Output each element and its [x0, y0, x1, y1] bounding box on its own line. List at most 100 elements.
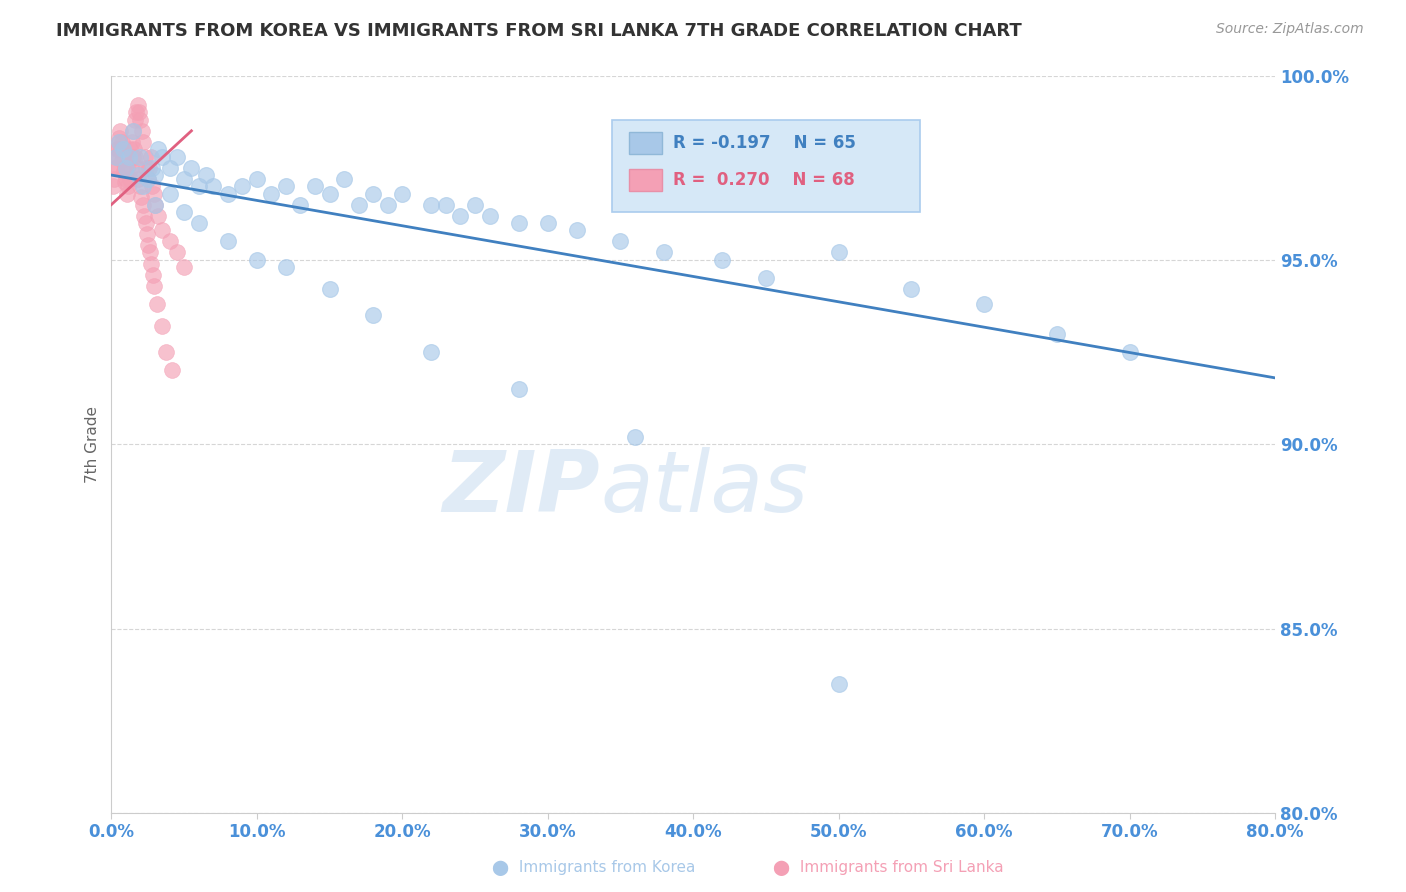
Point	[173, 171, 195, 186]
Point	[103, 171, 125, 186]
Point	[111, 153, 134, 168]
Point	[103, 161, 125, 175]
Point	[139, 150, 162, 164]
Bar	[630, 169, 662, 191]
Point	[121, 135, 143, 149]
Point	[104, 150, 127, 164]
Point	[420, 197, 443, 211]
Point	[290, 197, 312, 211]
Point	[120, 161, 142, 175]
Point	[391, 186, 413, 201]
Point	[128, 105, 150, 120]
Point	[107, 135, 129, 149]
Point	[110, 142, 132, 156]
Point	[361, 308, 384, 322]
Point	[450, 209, 472, 223]
Point	[827, 677, 849, 691]
Point	[166, 245, 188, 260]
Point	[318, 282, 340, 296]
Point	[478, 209, 501, 223]
Point	[274, 260, 297, 275]
Point	[132, 179, 155, 194]
Point	[180, 161, 202, 175]
Point	[105, 150, 128, 164]
Point	[121, 150, 143, 164]
Point	[434, 197, 457, 211]
Point	[114, 161, 136, 175]
Point	[682, 179, 704, 194]
Point	[333, 171, 356, 186]
Point	[141, 256, 163, 270]
Point	[173, 260, 195, 275]
Point	[129, 190, 152, 204]
Point	[187, 216, 209, 230]
Point	[141, 161, 163, 175]
Point	[138, 238, 160, 252]
Text: ZIP: ZIP	[443, 447, 600, 530]
Point	[122, 124, 145, 138]
Point	[900, 282, 922, 296]
Point	[142, 268, 165, 282]
Point	[135, 161, 157, 175]
Point	[115, 171, 138, 186]
Point	[104, 161, 127, 175]
Point	[377, 197, 399, 211]
Point	[120, 142, 142, 156]
Point	[304, 179, 326, 194]
Point	[141, 179, 163, 194]
Point	[124, 150, 146, 164]
Point	[110, 135, 132, 149]
Point	[202, 179, 225, 194]
Point	[142, 186, 165, 201]
Point	[131, 197, 153, 211]
Text: R =  0.270    N = 68: R = 0.270 N = 68	[673, 171, 855, 189]
Point	[217, 235, 239, 249]
Point	[652, 245, 675, 260]
Point	[107, 131, 129, 145]
Point	[108, 135, 131, 149]
Point	[104, 150, 127, 164]
Point	[112, 142, 135, 156]
Point	[108, 124, 131, 138]
Point	[117, 179, 139, 194]
Point	[159, 235, 181, 249]
Point	[246, 171, 269, 186]
Point	[112, 164, 135, 178]
Point	[361, 186, 384, 201]
Point	[162, 363, 184, 377]
Point	[246, 252, 269, 267]
Point	[827, 245, 849, 260]
Point	[159, 161, 181, 175]
Point	[143, 278, 166, 293]
Point	[217, 186, 239, 201]
Point	[117, 161, 139, 175]
Point	[125, 161, 148, 175]
Point	[118, 150, 141, 164]
Point	[139, 245, 162, 260]
Point	[231, 179, 253, 194]
Point	[143, 197, 166, 211]
Point	[136, 171, 159, 186]
Point	[609, 235, 631, 249]
Point	[136, 171, 159, 186]
Point	[122, 142, 145, 156]
Point	[132, 135, 155, 149]
Point	[122, 124, 145, 138]
Point	[755, 271, 778, 285]
Point	[1046, 326, 1069, 341]
Text: R = -0.197    N = 65: R = -0.197 N = 65	[673, 134, 856, 152]
Point	[118, 150, 141, 164]
Point	[114, 176, 136, 190]
Point	[508, 382, 530, 396]
Point	[135, 216, 157, 230]
Point	[101, 179, 124, 194]
Text: ⬤  Immigrants from Korea: ⬤ Immigrants from Korea	[492, 861, 696, 876]
Point	[187, 179, 209, 194]
Point	[112, 150, 135, 164]
Point	[150, 150, 173, 164]
FancyBboxPatch shape	[612, 120, 920, 212]
Text: ⬤  Immigrants from Sri Lanka: ⬤ Immigrants from Sri Lanka	[773, 861, 1004, 876]
Point	[127, 168, 149, 182]
Point	[134, 209, 156, 223]
Point	[143, 197, 166, 211]
